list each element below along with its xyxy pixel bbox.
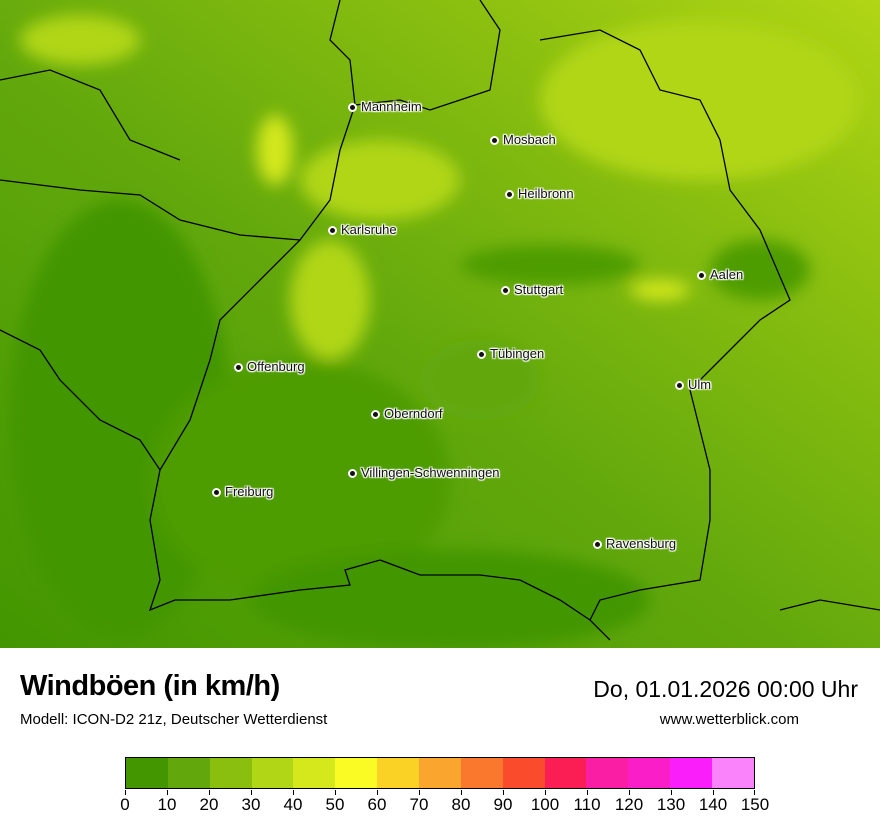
legend-tick-label: 80 — [451, 795, 471, 814]
legend-tick — [167, 790, 168, 795]
legend-swatch — [126, 758, 168, 788]
city-name: Tübingen — [490, 346, 545, 361]
model-source: Modell: ICON-D2 21z, Deutscher Wetterdie… — [20, 711, 328, 728]
legend-swatch — [502, 758, 545, 788]
city-name: Ravensburg — [606, 536, 677, 551]
legend-tick-label: 120 — [614, 795, 644, 814]
legend-swatch — [586, 758, 629, 788]
city-label-stuttgart: Stuttgart — [501, 282, 563, 297]
legend-swatch — [293, 758, 336, 788]
legend-tick — [293, 790, 294, 795]
legend-ticks: 0 10 20 30 40 50 60 70 80 90 100 110 120 130 140 150 — [120, 790, 769, 830]
legend-tick — [125, 790, 126, 795]
city-label-aalen: Aalen — [697, 267, 743, 282]
city-label-ravensburg: Ravensburg — [593, 536, 676, 551]
city-name: Villingen-Schwenningen — [361, 465, 500, 480]
legend-tick-label: 30 — [241, 795, 261, 814]
forecast-datetime: Do, 01.01.2026 00:00 Uhr — [593, 676, 858, 702]
city-name: Freiburg — [225, 484, 274, 499]
city-marker-icon — [697, 271, 706, 281]
legend-tick-label: 10 — [157, 795, 177, 814]
city-label-freiburg: Freiburg — [212, 484, 273, 499]
city-marker-icon — [371, 410, 380, 420]
map-title: Windböen (in km/h) — [20, 670, 280, 702]
city-name: Aalen — [710, 267, 744, 282]
legend-tick-label: 140 — [698, 795, 728, 814]
legend-tick-label: 20 — [199, 795, 219, 814]
city-label-oberndorf: Oberndorf — [371, 406, 443, 421]
city-name: Karlsruhe — [341, 222, 397, 237]
legend-swatch — [628, 758, 671, 788]
legend-tick-label: 90 — [493, 795, 513, 814]
city-name: Offenburg — [247, 359, 305, 374]
city-name: Ulm — [688, 377, 712, 392]
city-marker-icon — [234, 363, 243, 373]
legend-swatch — [712, 758, 754, 788]
city-label-karlsruhe: Karlsruhe — [328, 222, 397, 237]
legend-tick — [209, 790, 210, 795]
legend-tick-label: 60 — [367, 795, 387, 814]
legend-tick — [377, 790, 378, 795]
city-marker-icon — [675, 381, 684, 391]
legend-tick — [545, 790, 546, 795]
wind-gust-map — [0, 0, 880, 648]
city-name: Stuttgart — [514, 282, 564, 297]
city-label-mannheim: Mannheim — [348, 99, 422, 114]
city-label-mosbach: Mosbach — [490, 132, 556, 147]
legend-tick — [754, 790, 755, 795]
legend-tick — [629, 790, 630, 795]
legend-tick — [713, 790, 714, 795]
city-marker-icon — [348, 469, 357, 479]
city-label-villingen-schwenningen: Villingen-Schwenningen — [348, 465, 500, 480]
legend-tick — [251, 790, 252, 795]
city-name: Oberndorf — [384, 406, 443, 421]
legend-tick-label: 0 — [120, 795, 130, 814]
legend-tick — [335, 790, 336, 795]
legend-swatch — [670, 758, 713, 788]
legend-tick — [671, 790, 672, 795]
legend-swatch — [377, 758, 420, 788]
legend-tick-label: 110 — [573, 795, 601, 814]
legend-tick — [461, 790, 462, 795]
legend-tick-label: 40 — [283, 795, 303, 814]
city-marker-icon — [477, 350, 486, 360]
legend-swatch — [460, 758, 503, 788]
legend-swatch — [209, 758, 252, 788]
legend-tick-label: 100 — [530, 795, 560, 814]
city-name: Mannheim — [361, 99, 422, 114]
city-marker-icon — [348, 103, 357, 113]
city-label-offenburg: Offenburg — [234, 359, 305, 374]
legend-tick — [503, 790, 504, 795]
city-marker-icon — [212, 488, 221, 498]
city-name: Heilbronn — [518, 186, 574, 201]
city-marker-icon — [505, 190, 514, 200]
color-legend — [125, 757, 755, 789]
legend-tick-label: 130 — [656, 795, 686, 814]
legend-swatch — [335, 758, 378, 788]
legend-tick — [587, 790, 588, 795]
city-label-heilbronn: Heilbronn — [505, 186, 574, 201]
website-link[interactable]: www.wetterblick.com — [659, 711, 799, 728]
city-marker-icon — [328, 226, 337, 236]
legend-tick — [419, 790, 420, 795]
legend-swatch — [167, 758, 210, 788]
city-marker-icon — [501, 286, 510, 296]
legend-swatch — [419, 758, 461, 788]
legend-swatch — [544, 758, 587, 788]
city-label-tuebingen: Tübingen — [477, 346, 544, 361]
city-marker-icon — [593, 540, 602, 550]
legend-swatch — [251, 758, 294, 788]
city-marker-icon — [490, 136, 499, 146]
legend-tick-label: 150 — [740, 795, 770, 814]
legend-tick-label: 70 — [409, 795, 429, 814]
city-name: Mosbach — [503, 132, 556, 147]
city-label-ulm: Ulm — [675, 377, 711, 392]
legend-tick-label: 50 — [325, 795, 345, 814]
